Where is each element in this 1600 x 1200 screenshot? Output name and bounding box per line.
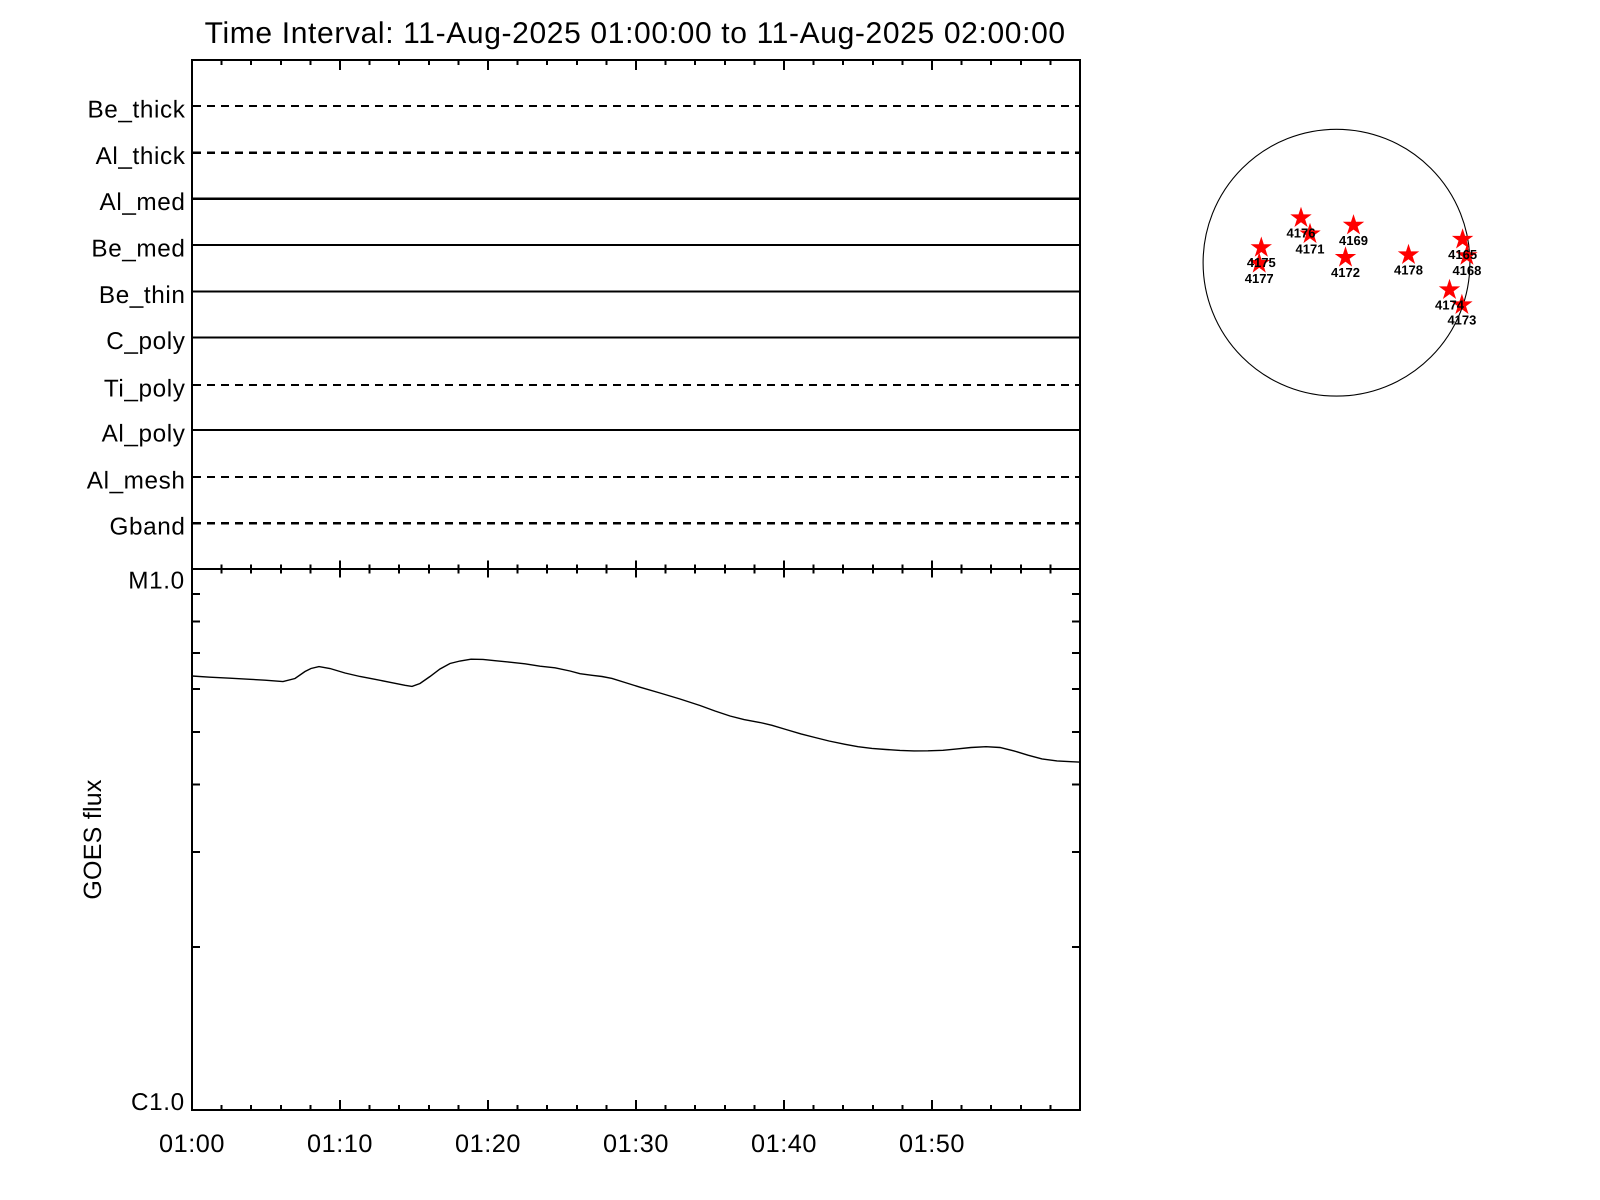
svg-text:01:40: 01:40 — [751, 1130, 817, 1158]
svg-text:4171: 4171 — [1296, 242, 1325, 257]
svg-text:01:20: 01:20 — [455, 1130, 521, 1158]
svg-text:M1.0: M1.0 — [128, 568, 184, 595]
svg-text:4165: 4165 — [1448, 247, 1477, 262]
svg-text:01:50: 01:50 — [899, 1130, 965, 1158]
svg-text:4176: 4176 — [1287, 225, 1316, 240]
svg-text:Al_mesh: Al_mesh — [87, 467, 186, 494]
svg-text:4174: 4174 — [1435, 297, 1465, 312]
svg-text:4173: 4173 — [1447, 312, 1476, 327]
svg-text:4177: 4177 — [1245, 271, 1274, 286]
svg-text:01:30: 01:30 — [603, 1130, 669, 1158]
svg-text:C1.0: C1.0 — [131, 1089, 185, 1116]
svg-text:Gband: Gband — [110, 514, 186, 541]
svg-text:Ti_poly: Ti_poly — [104, 375, 186, 402]
svg-text:4175: 4175 — [1247, 255, 1276, 270]
svg-text:C_poly: C_poly — [106, 328, 185, 355]
svg-text:GOES flux: GOES flux — [79, 779, 107, 900]
svg-text:Al_thick: Al_thick — [96, 143, 186, 170]
svg-text:4172: 4172 — [1331, 265, 1360, 280]
svg-text:Be_thin: Be_thin — [99, 282, 186, 309]
svg-text:Be_thick: Be_thick — [88, 96, 186, 123]
svg-text:Be_med: Be_med — [91, 235, 185, 262]
svg-text:Time Interval: 11-Aug-2025 01:: Time Interval: 11-Aug-2025 01:00:00 to 1… — [205, 17, 1066, 50]
svg-text:01:00: 01:00 — [159, 1130, 225, 1158]
svg-text:Al_poly: Al_poly — [102, 421, 186, 448]
svg-text:Al_med: Al_med — [100, 189, 186, 216]
svg-text:4178: 4178 — [1394, 262, 1423, 277]
svg-text:4168: 4168 — [1452, 263, 1481, 278]
svg-text:4169: 4169 — [1339, 233, 1368, 248]
svg-text:01:10: 01:10 — [307, 1130, 373, 1158]
